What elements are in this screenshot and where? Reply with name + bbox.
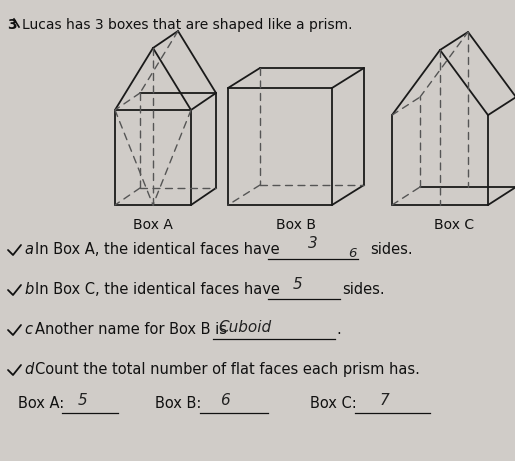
Text: 3: 3 (308, 236, 318, 251)
Text: d: d (24, 362, 33, 377)
Text: Cuboid: Cuboid (218, 320, 271, 335)
Text: sides.: sides. (342, 282, 385, 297)
Text: Another name for Box B is: Another name for Box B is (35, 322, 227, 337)
Text: a: a (24, 242, 33, 257)
Text: Lucas has 3 boxes that are shaped like a prism.: Lucas has 3 boxes that are shaped like a… (22, 18, 352, 32)
Text: Box C:: Box C: (310, 396, 357, 411)
Text: b: b (24, 282, 33, 297)
Text: Box B:: Box B: (155, 396, 201, 411)
Text: 5: 5 (78, 393, 88, 408)
Text: Box A:: Box A: (18, 396, 64, 411)
Text: 7: 7 (380, 393, 390, 408)
Text: Box B: Box B (276, 218, 316, 232)
Text: 6: 6 (220, 393, 230, 408)
Text: sides.: sides. (370, 242, 413, 257)
Text: Box A: Box A (133, 218, 173, 232)
Text: In Box C, the identical faces have: In Box C, the identical faces have (35, 282, 280, 297)
Text: 3: 3 (7, 18, 16, 32)
Text: Count the total number of flat faces each prism has.: Count the total number of flat faces eac… (35, 362, 420, 377)
Text: In Box A, the identical faces have: In Box A, the identical faces have (35, 242, 280, 257)
Text: 5: 5 (293, 277, 303, 292)
Text: Box C: Box C (434, 218, 474, 232)
Text: c: c (24, 322, 32, 337)
Text: 6: 6 (348, 247, 356, 260)
Text: .: . (336, 322, 341, 337)
